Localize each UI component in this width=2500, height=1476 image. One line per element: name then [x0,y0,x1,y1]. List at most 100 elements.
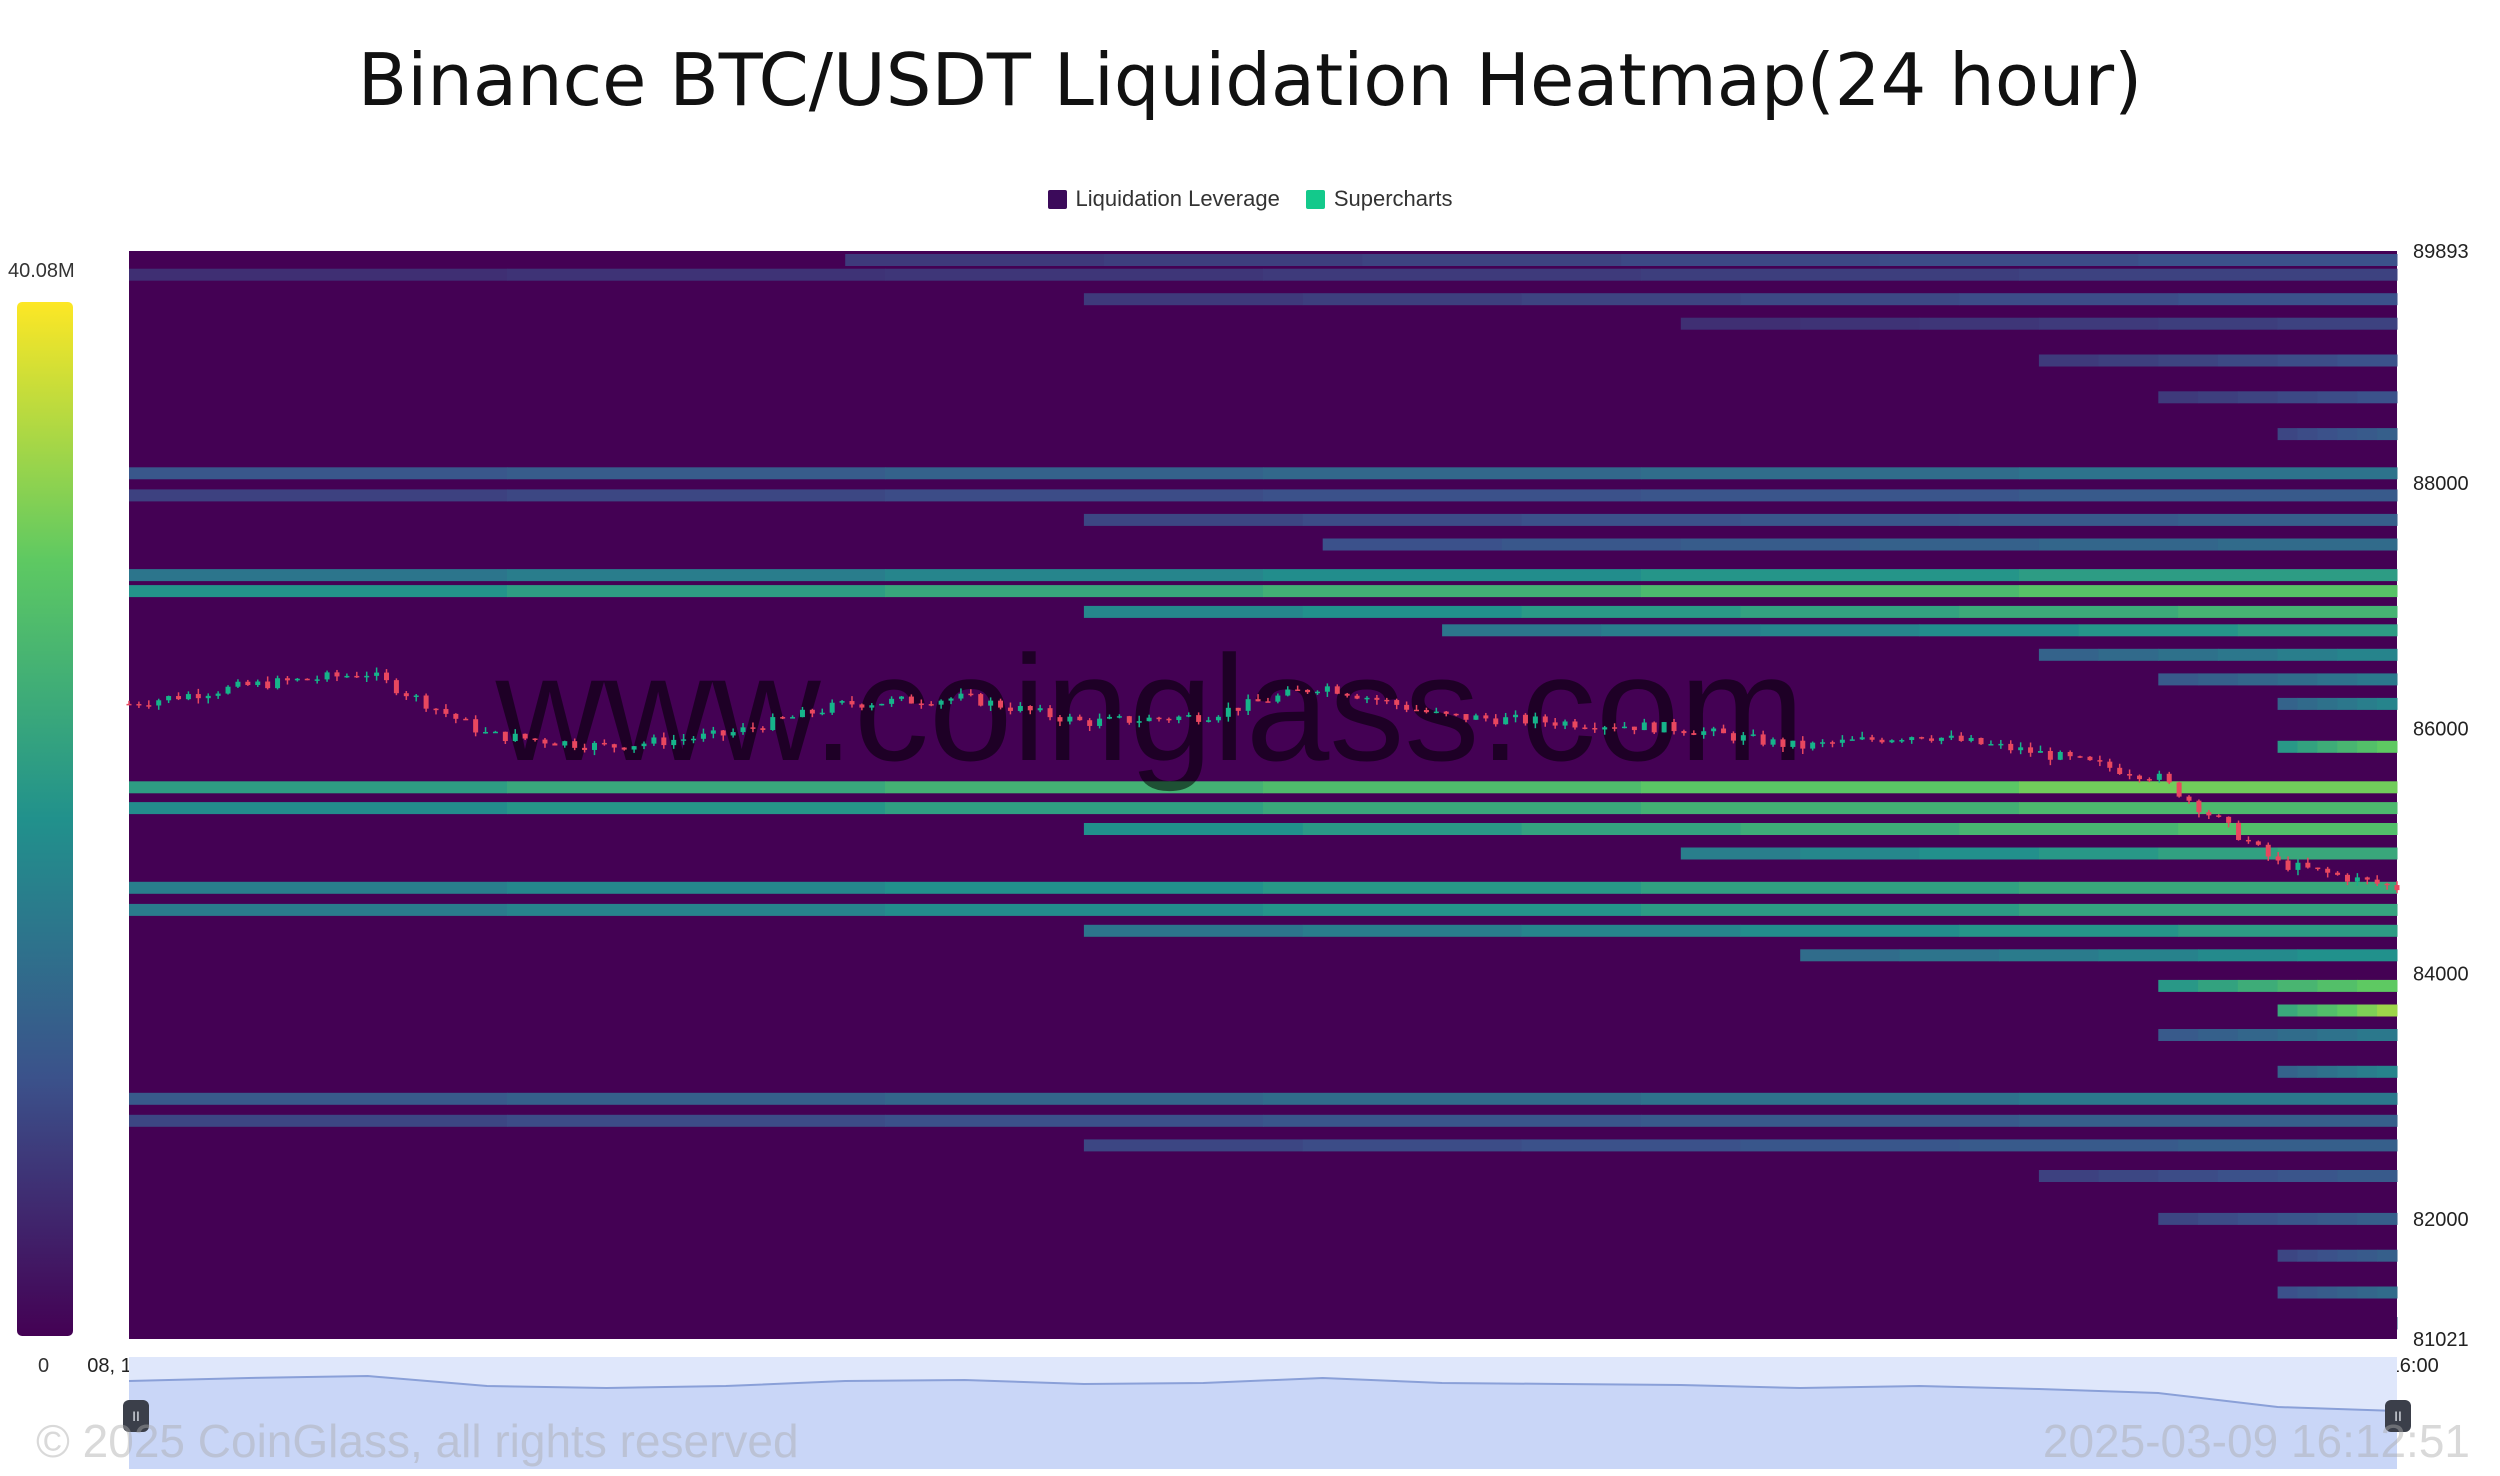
liquidation-band [1641,268,2020,281]
candle-body [1562,721,1568,726]
candle-body [255,681,261,686]
candle-body [2305,862,2311,868]
liquidation-band [1521,1139,1741,1152]
candle-body [908,696,914,704]
candle-body [998,700,1004,708]
liquidation-band [1263,268,1642,281]
candle-body [2384,883,2390,886]
candle-body [641,743,647,747]
legend-item-supercharts[interactable]: Supercharts [1305,186,1453,212]
liquidation-band [2158,1029,2199,1041]
candle-body [1909,737,1915,741]
liquidation-band [1680,317,1801,330]
liquidation-band [1302,605,1523,618]
liquidation-band [2317,979,2358,992]
legend-label-supercharts: Supercharts [1333,186,1453,211]
candle-body [978,694,984,706]
candle-body [483,731,489,734]
candle-body [958,693,964,699]
liquidation-band [1083,293,1304,306]
liquidation-band [2357,697,2378,710]
candle-body [195,694,201,699]
liquidation-band [2357,391,2398,404]
liquidation-band [2158,673,2199,686]
candle-body [1899,740,1905,742]
candle-body [1235,707,1241,711]
liquidation-band [845,254,1105,266]
liquidation-band [1641,467,2020,480]
y-tick-label: 84000 [2413,964,2469,986]
legend: Liquidation Leverage Supercharts [0,186,2500,212]
liquidation-band [1919,847,2040,860]
liquidation-band [1740,1139,1960,1152]
candle-body [631,746,637,750]
candle-body [582,747,588,750]
candle-body [2028,747,2034,753]
timestamp-watermark: 2025-03-09 16:12:51 [2042,1415,2470,1467]
liquidation-band [885,1092,1264,1105]
candle-body [2047,750,2053,760]
liquidation-band [1521,293,1741,306]
candle-body [1215,716,1221,721]
liquidation-band [1302,1139,1523,1152]
candle-body [1295,689,1301,692]
navigator-right-handle[interactable]: II [2385,1400,2411,1432]
candle-body [1404,704,1410,710]
liquidation-band [2019,569,2398,582]
liquidation-band [2019,467,2398,480]
liquidation-band [1263,1092,1642,1105]
liquidation-band [1263,585,1642,598]
candle-body [651,737,657,744]
liquidation-band [2337,428,2358,441]
liquidation-band [2198,949,2299,962]
candle-body [2265,844,2271,857]
candle-body [1463,714,1469,720]
time-navigator[interactable] [129,1357,2397,1469]
candle-body [859,704,865,708]
liquidation-band [885,268,1264,281]
liquidation-band [1641,569,2020,582]
liquidation-band [885,569,1264,582]
candle-body [284,678,290,681]
liquidation-band [2237,1029,2279,1041]
liquidation-band [1302,513,1523,526]
candle-body [1314,691,1320,694]
candle-body [1275,695,1281,702]
candle-body [1750,734,1756,736]
candle-body [354,675,360,678]
candle-body [790,717,796,719]
candle-body [928,704,934,706]
liquidation-band [1083,924,1304,937]
candle-body [1879,739,1885,743]
liquidation-band [2078,624,2239,637]
navigator-left-handle[interactable]: II [123,1400,149,1432]
liquidation-band [885,467,1264,480]
heatmap-background [129,251,2397,1339]
heatmap-bands [129,251,2398,1339]
candle-body [1027,706,1033,711]
liquidation-band [2038,538,2219,551]
candle-body [671,739,677,746]
candle-body [413,695,419,698]
candle-body [126,703,132,706]
candle-body [948,698,954,701]
candle-body [1869,737,1875,740]
candle-body [1929,738,1935,741]
candle-body [2136,775,2142,780]
candle-body [1225,707,1231,717]
liquidation-band [2098,949,2199,962]
liquidation-band [1501,538,1682,551]
candle-body [1166,718,1172,721]
liquidation-band [2357,740,2378,753]
candle-body [1146,717,1152,722]
candle-body [2364,877,2370,880]
candle-body [988,700,994,706]
candle-body [1671,722,1677,732]
legend-item-liquidation-leverage[interactable]: Liquidation Leverage [1047,186,1280,212]
candle-body [1582,727,1588,729]
candle-body [1156,717,1162,720]
candle-body [1493,718,1499,725]
liquidation-band [1680,538,1861,551]
candle-body [2077,756,2083,758]
